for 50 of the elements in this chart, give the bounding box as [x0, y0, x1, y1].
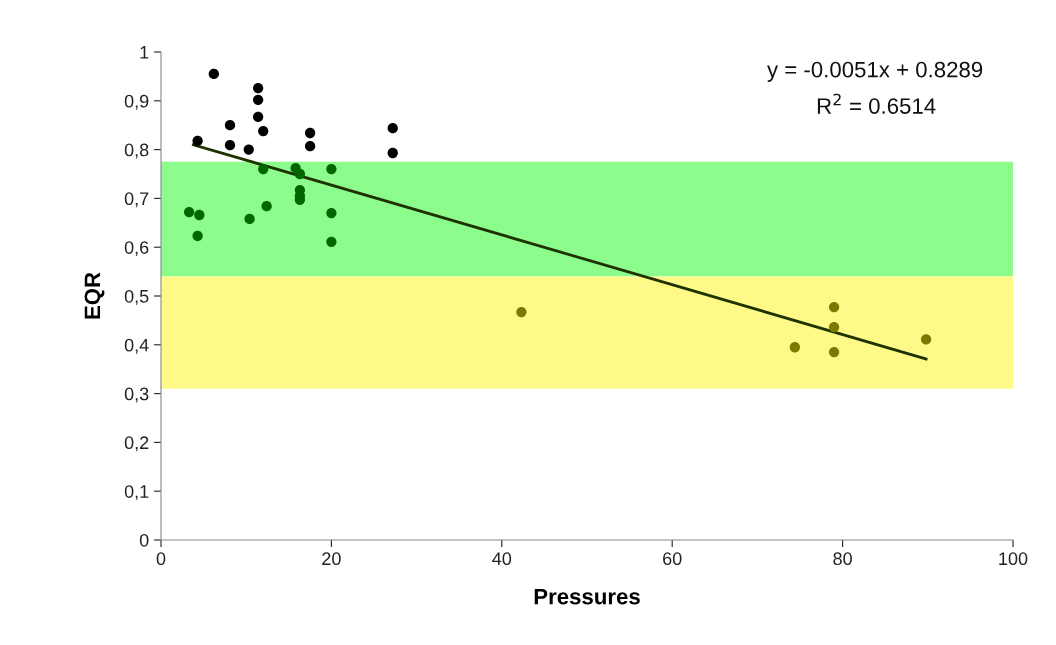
point [194, 209, 205, 221]
point [828, 322, 840, 333]
point [326, 163, 337, 175]
point [789, 342, 801, 353]
point [387, 122, 398, 134]
y-tick-label: 0,7 [124, 192, 149, 208]
point [828, 302, 840, 313]
x-tick-label: 0 [156, 552, 166, 566]
point [387, 147, 398, 159]
y-tick-label: 0,2 [124, 436, 149, 452]
annotation: y = -0.0051x + 0.8289 [767, 61, 983, 82]
point [192, 230, 203, 242]
point [294, 168, 306, 180]
x-tick-label: 20 [322, 552, 341, 566]
point [258, 163, 269, 175]
point [252, 94, 264, 105]
point [828, 346, 840, 358]
point [252, 111, 264, 123]
y-tick-label: 0,5 [124, 289, 149, 305]
point [326, 207, 337, 219]
y-tick-label: 0,3 [124, 387, 149, 403]
x-tick-label: 100 [999, 552, 1028, 566]
point [261, 201, 272, 212]
point [243, 144, 254, 155]
x-axis-title: Pressures [534, 588, 640, 605]
y-tick-label: 0,6 [124, 241, 149, 257]
point [252, 82, 264, 94]
point [192, 135, 203, 146]
x-tick-label: 80 [833, 552, 852, 566]
x-tick-label: 60 [663, 552, 682, 566]
y-tick-label: 1 [140, 46, 149, 59]
y-tick-label: 0 [139, 533, 149, 547]
point [326, 236, 337, 247]
annotation: R$^{2}$ = 0.6514 [817, 93, 936, 114]
point [224, 140, 236, 151]
x-tick-label: 40 [492, 552, 512, 566]
point [244, 213, 255, 225]
y-tick-label: 0,1 [124, 485, 149, 501]
point [224, 120, 236, 131]
point [183, 206, 195, 218]
y-tick-label: 0,8 [124, 143, 149, 159]
point [304, 127, 316, 139]
point [516, 306, 527, 318]
point [920, 334, 932, 345]
y-tick-label: 0,9 [124, 94, 149, 110]
point [304, 141, 316, 152]
y-tick-label: 0,4 [124, 338, 149, 354]
y-axis-title: EQR [84, 272, 105, 319]
point [208, 68, 219, 80]
point [258, 125, 269, 137]
